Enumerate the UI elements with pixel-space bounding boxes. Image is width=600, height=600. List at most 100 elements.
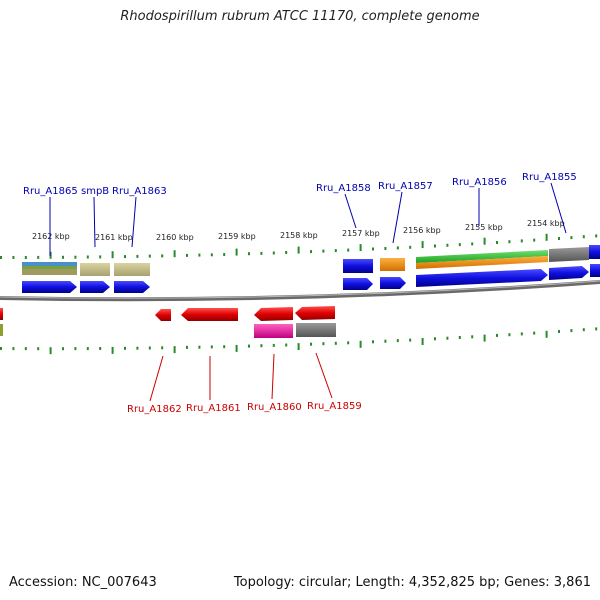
gene-arrow-Rru_A1855[interactable] xyxy=(549,266,589,280)
feature-bar xyxy=(114,263,150,276)
scale-tick xyxy=(347,341,350,345)
gene-label[interactable]: Rru_A1863 xyxy=(112,186,167,197)
scale-tick xyxy=(86,347,89,351)
gene-label[interactable]: Rru_A1857 xyxy=(378,181,433,192)
scale-tick xyxy=(570,329,573,333)
gene-arrow-Rru_A1857[interactable] xyxy=(380,277,406,289)
scale-tick xyxy=(384,339,387,343)
scale-tick xyxy=(210,345,213,349)
scale-tick xyxy=(359,340,362,348)
scale-tick xyxy=(260,251,263,255)
feature-bar xyxy=(416,250,548,263)
gene-label[interactable]: Rru_A1861 xyxy=(186,403,241,414)
forward-genes xyxy=(22,264,600,293)
gene-label[interactable]: Rru_A1862 xyxy=(127,404,182,415)
gene-arrow-Rru_A1856[interactable] xyxy=(416,269,548,287)
feature-bar xyxy=(0,324,3,336)
scale-tick xyxy=(74,255,77,259)
scale-tick xyxy=(434,244,436,248)
scale-tick xyxy=(248,344,250,348)
scale-tick xyxy=(533,238,536,242)
scale-tick xyxy=(508,333,511,337)
feature-bar xyxy=(343,259,373,273)
gene-arrow-partial[interactable] xyxy=(590,264,600,277)
scale-tick xyxy=(508,240,511,244)
scale-tick xyxy=(421,241,424,249)
scale-label: 2154 kbp xyxy=(527,219,565,228)
scale-tick xyxy=(421,338,424,345)
scale-tick xyxy=(272,251,275,255)
scale-tick xyxy=(359,244,362,252)
scale-tick xyxy=(186,345,188,349)
gene-arrow-Rru_A1860[interactable] xyxy=(254,307,293,321)
feature-bar xyxy=(416,256,548,269)
scale-tick xyxy=(186,253,188,257)
gene-arrow-Rru_A1865[interactable] xyxy=(22,281,77,293)
scale-tick xyxy=(409,338,412,342)
scale-tick xyxy=(12,347,15,351)
scale-tick xyxy=(458,336,461,339)
scale-tick xyxy=(0,347,2,350)
scale-tick xyxy=(372,247,374,251)
gene-label[interactable]: Rru_A1865 xyxy=(23,186,78,197)
scale-tick xyxy=(86,255,89,259)
scale-tick xyxy=(434,337,436,341)
reverse-genes xyxy=(0,306,336,338)
scale-tick xyxy=(347,248,350,252)
genome-backbone xyxy=(0,280,600,302)
scale-tick xyxy=(310,342,312,346)
scale-tick xyxy=(297,343,300,351)
gene-label[interactable]: Rru_A1859 xyxy=(307,401,362,412)
scale-tick xyxy=(99,347,102,350)
gene-label[interactable]: smpB xyxy=(81,186,109,197)
scale-tick xyxy=(285,251,288,254)
scale-tick xyxy=(74,347,77,351)
gene-arrow-Rru_A1861[interactable] xyxy=(181,308,238,321)
gene-arrow-Rru_A1863[interactable] xyxy=(114,281,150,293)
scale-tick xyxy=(62,255,64,259)
scale-ticks-top xyxy=(0,233,598,259)
scale-tick xyxy=(210,253,213,257)
scale-tick xyxy=(161,346,164,350)
feature-bar xyxy=(549,247,589,262)
scale-tick xyxy=(124,346,126,350)
feature-bar xyxy=(380,258,405,271)
gene-arrow-smpB[interactable] xyxy=(80,281,110,293)
scale-tick xyxy=(310,250,312,254)
scale-tick xyxy=(458,243,461,247)
scale-tick xyxy=(198,345,201,349)
gene-label[interactable]: Rru_A1856 xyxy=(452,177,507,188)
scale-tick xyxy=(285,343,288,347)
gene-labels-bottom: Rru_A1862 Rru_A1861 Rru_A1860 Rru_A1859 xyxy=(127,352,362,415)
gene-arrow-Rru_A1862[interactable] xyxy=(155,309,171,321)
scale-tick xyxy=(136,346,139,350)
scale-tick xyxy=(24,256,27,259)
scale-tick xyxy=(570,236,573,240)
scale-tick xyxy=(37,255,40,259)
scale-tick xyxy=(322,342,325,346)
scale-tick xyxy=(533,331,536,335)
gene-label[interactable]: Rru_A1858 xyxy=(316,183,371,194)
scale-tick xyxy=(173,250,176,258)
scale-tick xyxy=(111,251,114,259)
scale-tick xyxy=(235,344,238,352)
feature-bar xyxy=(589,245,600,259)
scale-tick xyxy=(409,245,412,249)
scale-tick xyxy=(161,254,164,258)
scale-tick xyxy=(148,346,151,350)
scale-tick xyxy=(396,339,399,343)
feature-bars-top xyxy=(22,245,600,276)
gene-arrow-Rru_A1859[interactable] xyxy=(295,306,335,320)
gene-label[interactable]: Rru_A1860 xyxy=(247,402,302,413)
scale-tick xyxy=(446,336,449,340)
gene-arrow-partial[interactable] xyxy=(0,308,3,320)
scale-tick xyxy=(334,341,337,345)
scale-tick xyxy=(198,253,201,257)
gene-label[interactable]: Rru_A1855 xyxy=(522,172,577,183)
scale-tick xyxy=(558,330,560,333)
gene-arrow-Rru_A1858[interactable] xyxy=(343,278,373,290)
scale-tick xyxy=(223,253,226,256)
scale-tick xyxy=(372,340,374,344)
